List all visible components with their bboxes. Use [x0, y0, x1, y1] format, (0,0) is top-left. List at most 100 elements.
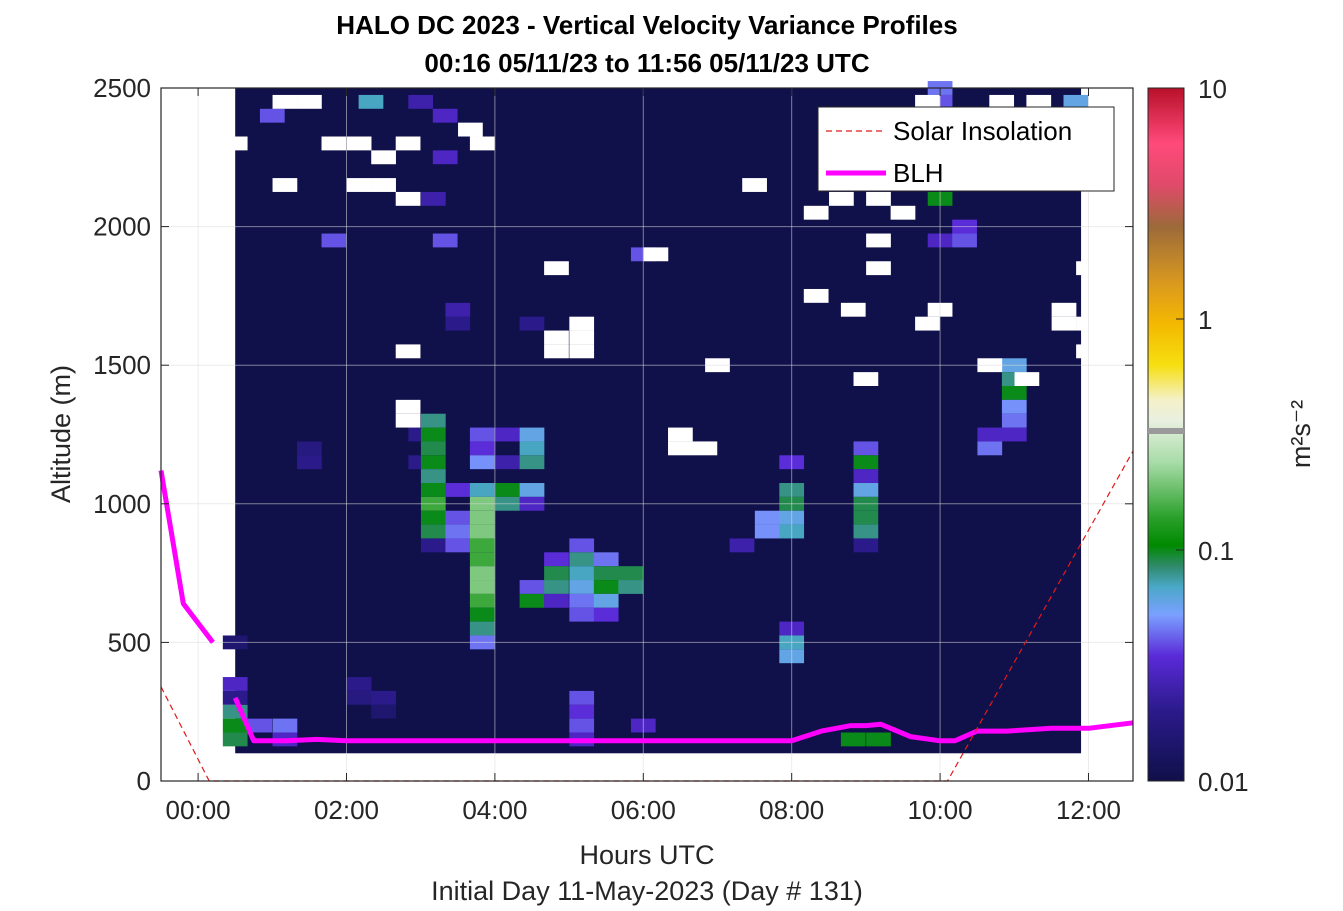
heatmap-missing-cell: [1051, 316, 1077, 331]
chart-title: HALO DC 2023 - Vertical Velocity Varianc…: [336, 10, 957, 40]
heatmap-cell: [272, 718, 298, 733]
heatmap-cell: [420, 455, 446, 470]
heatmap-cell: [544, 566, 569, 581]
colorbar-tick-label: 0.01: [1198, 767, 1249, 797]
heatmap-cell: [420, 510, 446, 525]
y-axis-label: Altitude (m): [46, 365, 76, 503]
heatmap-missing-cell: [866, 233, 891, 248]
heatmap-cell: [420, 413, 446, 428]
heatmap-missing-cell: [840, 302, 866, 317]
plot-border: [160, 87, 1134, 782]
heatmap-cell: [977, 441, 1003, 456]
heatmap-cell: [420, 427, 446, 442]
heatmap-missing-cell: [395, 136, 421, 151]
heatmap-cell: [445, 538, 471, 553]
heatmap-cell: [519, 427, 545, 442]
colorbar-gray-band: [1148, 428, 1184, 434]
heatmap-cell: [469, 441, 495, 456]
heatmap-cell: [420, 441, 446, 456]
heatmap-cell: [840, 732, 866, 747]
heatmap-missing-cell: [544, 344, 569, 359]
heatmap-missing-cell: [866, 261, 891, 276]
x-tick-label: 12:00: [1056, 795, 1121, 825]
heatmap-missing-cell: [668, 427, 693, 442]
heatmap-cell: [469, 580, 495, 594]
heatmap-missing-cell: [829, 191, 854, 206]
heatmap-missing-cell: [1014, 372, 1040, 386]
heatmap-missing-cell: [866, 191, 891, 206]
y-tick-label: 500: [108, 627, 151, 657]
heatmap-cell: [519, 580, 545, 594]
heatmap-cell: [1001, 413, 1027, 428]
heatmap-cell: [544, 593, 569, 608]
heatmap-cell: [519, 316, 545, 331]
heatmap-missing-cell: [853, 372, 879, 386]
heatmap-missing-cell: [803, 288, 829, 303]
heatmap-cell: [569, 607, 595, 622]
heatmap-cell: [420, 469, 446, 484]
colorbar-tick-label: 1: [1198, 305, 1212, 335]
chart-subtitle: 00:16 05/11/23 to 11:56 05/11/23 UTC: [424, 48, 869, 78]
heatmap-cell: [371, 704, 396, 719]
heatmap-missing-cell: [668, 441, 693, 456]
heatmap-cell: [569, 704, 595, 719]
heatmap-cell: [432, 150, 458, 165]
heatmap-cell: [519, 483, 545, 497]
heatmap-cell: [297, 441, 322, 456]
heatmap-cell: [469, 483, 495, 497]
heatmap-cell: [469, 455, 495, 470]
heatmap-cell: [593, 566, 619, 581]
heatmap-cell: [754, 524, 780, 539]
heatmap-missing-cell: [371, 150, 396, 165]
heatmap-missing-cell: [395, 399, 421, 414]
x-axis-secondary-label: Initial Day 11-May-2023 (Day # 131): [431, 876, 863, 906]
heatmap-missing-cell: [272, 178, 298, 192]
heatmap-cell: [469, 552, 495, 567]
colorbar-ticks: 0.01 0.1 1 10: [1176, 74, 1249, 797]
heatmap-cell: [569, 552, 595, 567]
heatmap-cell: [853, 441, 879, 456]
heatmap-cell: [420, 538, 446, 553]
heatmap-cell: [593, 593, 619, 608]
heatmap-cell: [569, 538, 595, 553]
heatmap-cell: [569, 580, 595, 594]
x-tick-label: 06:00: [611, 795, 676, 825]
heatmap-cell: [544, 580, 569, 594]
axis-ticks: 00:00 02:00 04:00 06:00 08:00 10:00 12:00 0 500 1…: [93, 73, 1133, 825]
heatmap-missing-cell: [346, 178, 372, 192]
y-tick-label: 0: [137, 766, 151, 796]
y-tick-label: 1000: [93, 489, 151, 519]
heatmap-cell: [569, 718, 595, 733]
heatmap-cell: [569, 566, 595, 581]
y-tick-label: 2000: [93, 212, 151, 242]
heatmap-missing-cell: [803, 205, 829, 220]
blh-line: [232, 696, 1134, 744]
heatmap-cell: [495, 427, 520, 442]
heatmap-missing-cell: [742, 178, 767, 192]
heatmap-cell: [445, 524, 471, 539]
x-tick-label: 08:00: [759, 795, 824, 825]
y-tick-label: 2500: [93, 73, 151, 103]
colorbar-tick-label: 0.1: [1198, 536, 1234, 566]
heatmap-missing-cell: [469, 136, 495, 151]
heatmap-cell: [420, 483, 446, 497]
x-tick-label: 10:00: [908, 795, 973, 825]
heatmap-cell: [346, 677, 372, 691]
heatmap-cell: [358, 94, 384, 109]
colorbar-label: m²s⁻²: [1286, 400, 1316, 468]
legend: Solar Insolation BLH: [817, 106, 1115, 192]
x-tick-label: 00:00: [166, 795, 231, 825]
colorbar: [1147, 87, 1185, 782]
heatmap-cell: [1001, 427, 1027, 442]
heatmap-cell: [853, 469, 879, 484]
heatmap-missing-cell: [222, 136, 248, 151]
heatmap-cell: [469, 607, 495, 622]
legend-label-solar: Solar Insolation: [893, 116, 1072, 146]
heatmap-cell: [222, 718, 248, 733]
heatmap-cell: [977, 427, 1003, 442]
heatmap-missing-cell: [321, 136, 347, 151]
heatmap-cell: [445, 316, 471, 331]
heatmap-cell: [469, 427, 495, 442]
heatmap-cell: [593, 552, 619, 567]
